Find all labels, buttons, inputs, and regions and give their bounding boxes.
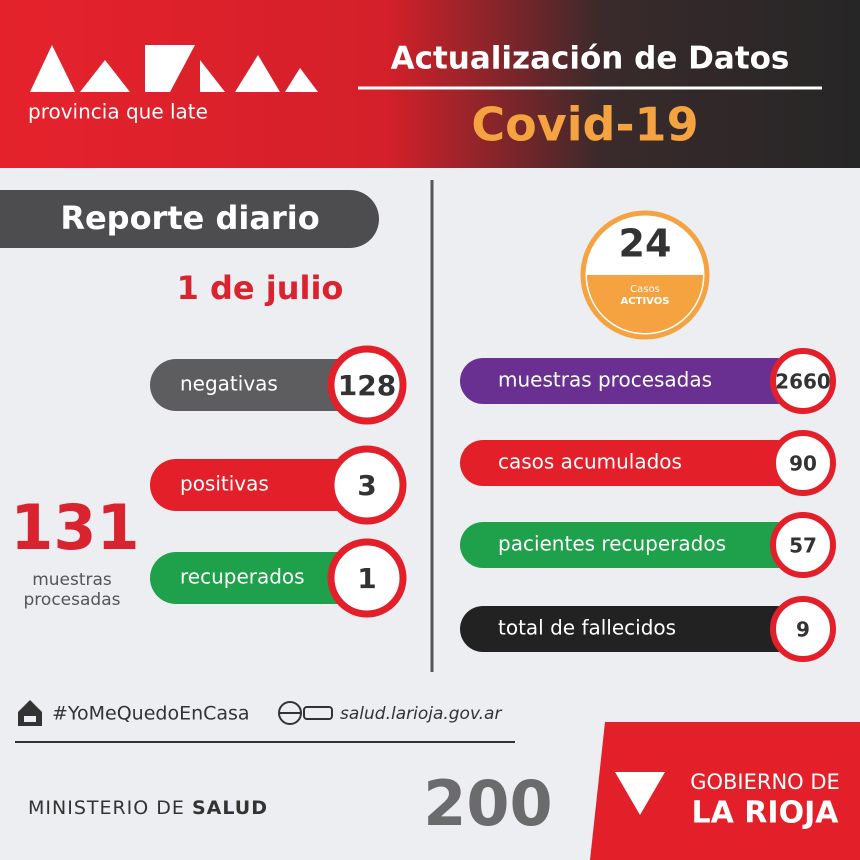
daily-badge: [327, 445, 407, 525]
daily-value: 3: [357, 469, 376, 502]
daily-value: 1: [357, 562, 376, 595]
home-icon: [18, 700, 42, 726]
cumulative-badge: [770, 348, 836, 414]
cumulative-value: 9: [796, 618, 810, 642]
website: salud.larioja.gov.ar: [340, 704, 502, 724]
government-logo: [615, 772, 665, 815]
cumulative-value: 2660: [775, 370, 831, 394]
daily-pill: [150, 359, 370, 411]
daily-badge: [327, 345, 407, 425]
cumulative-label: pacientes recuperados: [498, 532, 726, 556]
daily-list: negativas 128 positivas 3 recuperados 1: [150, 345, 407, 618]
cumulative-pill: [460, 440, 800, 486]
daily-label: positivas: [180, 472, 269, 496]
report-label: Reporte diario: [60, 199, 319, 237]
cumulative-value: 90: [789, 452, 817, 476]
government-panel: [590, 722, 860, 860]
logo: [30, 45, 318, 92]
ministry-regular: MINISTERIO DE: [28, 797, 192, 819]
cumulative-label: muestras procesadas: [498, 368, 712, 392]
daily-value: 128: [338, 369, 396, 402]
cumulative-label: casos acumulados: [498, 450, 682, 474]
cumulative-pill: [460, 358, 800, 404]
cumulative-badge: [770, 512, 836, 578]
cumulative-value: 57: [789, 534, 817, 558]
government-line1: GOBIERNO DE: [690, 770, 840, 794]
hashtag: #YoMeQuedoEnCasa: [52, 703, 250, 725]
daily-total-label: procesadas: [24, 590, 121, 610]
ministry-bold: SALUD: [192, 797, 268, 819]
daily-label: recuperados: [180, 565, 305, 589]
cumulative-badge: [770, 596, 836, 662]
daily-pill: [150, 552, 370, 604]
header-band: [0, 0, 860, 168]
active-fill: [587, 275, 703, 333]
active-label: Casos: [630, 284, 660, 295]
cumulative-list: muestras procesadas 2660 casos acumulados 9…: [460, 348, 836, 662]
daily-badge: [327, 538, 407, 618]
cumulative-badge: [770, 430, 836, 496]
cumulative-pill: [460, 522, 800, 568]
daily-total-value: 131: [10, 491, 139, 564]
active-value: 24: [619, 222, 672, 266]
web-icon: [278, 701, 333, 725]
logo-tagline: provincia que late: [28, 100, 208, 124]
daily-total-label: muestras: [32, 570, 112, 590]
cumulative-label: total de fallecidos: [498, 616, 676, 640]
report-date: 1 de julio: [177, 269, 344, 307]
daily-pill: [150, 459, 370, 511]
cumulative-pill: [460, 606, 800, 652]
ministry: MINISTERIO DE SALUD: [28, 797, 268, 819]
report-banner: [0, 190, 379, 248]
header-subtitle: Covid-19: [471, 98, 698, 152]
header-title: Actualización de Datos: [391, 41, 790, 77]
daily-label: negativas: [180, 372, 278, 396]
government-line2: LA RIOJA: [692, 796, 840, 831]
active-label: ACTIVOS: [621, 296, 670, 307]
anniversary: 200: [423, 767, 552, 840]
